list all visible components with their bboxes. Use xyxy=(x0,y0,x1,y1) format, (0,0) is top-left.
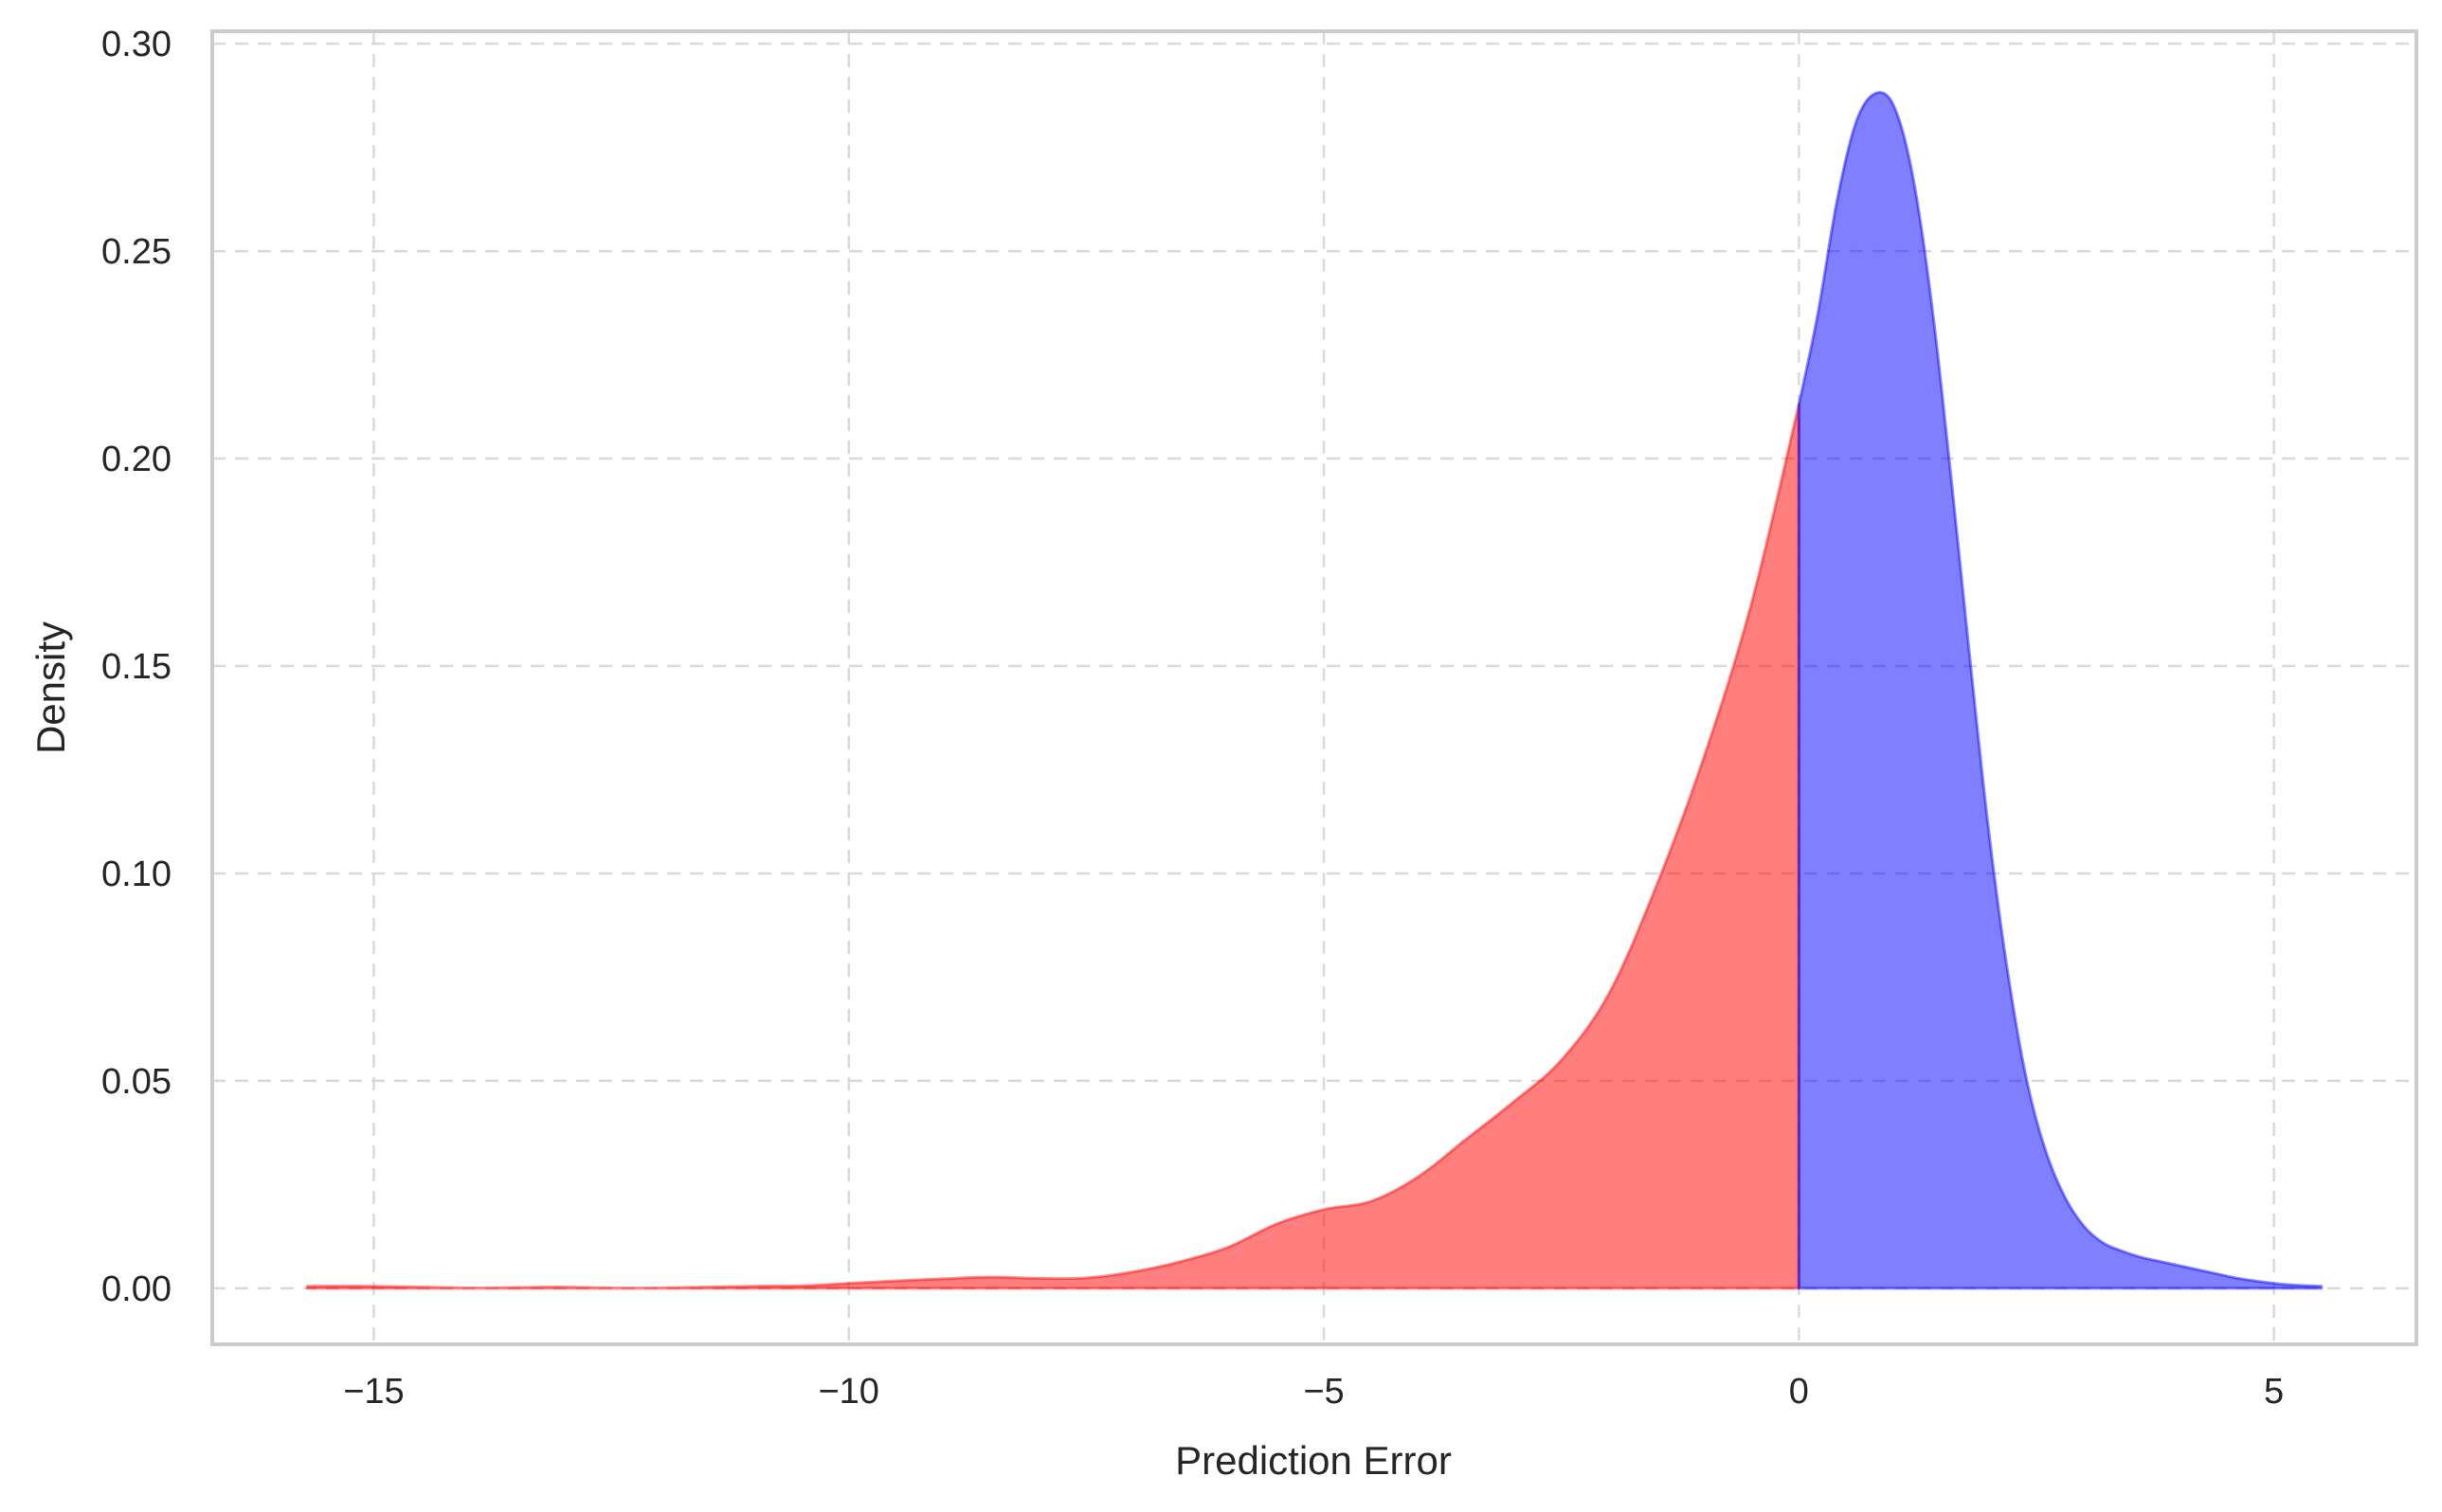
y-tick-label: 0.25 xyxy=(101,232,172,272)
x-tick-label: −10 xyxy=(818,1372,878,1412)
density-areas xyxy=(305,90,2324,1290)
y-tick-label: 0.10 xyxy=(101,855,172,894)
x-tick-label: −5 xyxy=(1303,1372,1344,1412)
density-area-1 xyxy=(1797,90,2324,1290)
x-tick-label: −15 xyxy=(343,1372,404,1412)
density-area-0 xyxy=(305,403,1800,1290)
y-tick-label: 0.05 xyxy=(101,1062,172,1102)
y-axis-ticks: 0.00 0.05 0.10 0.15 0.20 0.25 0.30 xyxy=(101,25,172,1309)
x-axis-ticks: −15 −10 −5 0 5 xyxy=(343,1372,2284,1412)
y-tick-label: 0.15 xyxy=(101,647,172,687)
y-tick-label: 0.20 xyxy=(101,440,172,479)
y-tick-label: 0.00 xyxy=(101,1269,172,1309)
plot-frame xyxy=(210,29,2418,1346)
x-tick-label: 5 xyxy=(2264,1372,2284,1412)
y-axis-label: Density xyxy=(28,621,73,754)
x-axis-label: Prediction Error xyxy=(1175,1438,1452,1483)
x-tick-label: 0 xyxy=(1789,1372,1809,1412)
y-tick-label: 0.30 xyxy=(101,25,172,64)
